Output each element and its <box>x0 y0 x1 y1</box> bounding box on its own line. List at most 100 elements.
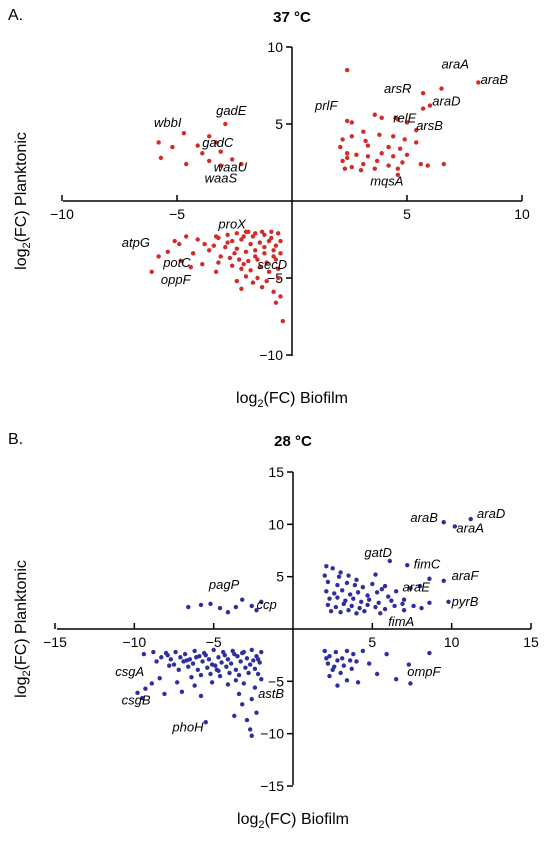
data-point <box>401 607 407 613</box>
data-point <box>246 229 251 234</box>
data-point <box>414 127 419 133</box>
data-point <box>202 241 207 247</box>
data-point <box>354 152 359 157</box>
y-tick-label: −5 <box>267 270 283 286</box>
data-point <box>222 652 227 658</box>
data-point <box>327 673 332 679</box>
data-point <box>252 666 258 671</box>
data-point <box>218 254 223 259</box>
gene-label-phoH: phoH <box>171 720 204 735</box>
data-point <box>341 601 346 607</box>
data-point <box>233 604 239 610</box>
data-point <box>172 238 177 244</box>
data-point <box>365 154 371 159</box>
data-point <box>246 670 251 676</box>
data-point <box>252 685 258 690</box>
data-point <box>346 607 351 613</box>
data-point <box>233 667 239 673</box>
data-point <box>255 671 261 677</box>
data-point <box>354 611 359 616</box>
data-point <box>324 564 329 569</box>
data-point <box>400 601 405 607</box>
data-point <box>259 229 265 234</box>
data-point <box>198 602 204 608</box>
data-point <box>333 649 339 655</box>
data-point <box>379 587 385 592</box>
data-point <box>374 590 380 595</box>
data-point <box>241 681 247 686</box>
data-point <box>357 605 362 611</box>
gene-label-waaS: waaS <box>205 171 238 186</box>
data-point <box>216 668 221 674</box>
gene-label-araA: araA <box>442 57 469 72</box>
data-point <box>234 231 239 236</box>
data-point <box>151 649 156 655</box>
data-point <box>345 67 350 73</box>
data-point <box>327 596 332 601</box>
gene-label-gatD: gatD <box>364 545 391 560</box>
data-point <box>247 727 253 732</box>
x-tick-label: −5 <box>206 634 222 650</box>
x-axis-title: log2(FC) Biofilm <box>237 811 349 831</box>
data-point <box>244 717 250 723</box>
data-point <box>468 516 473 522</box>
data-point <box>322 648 327 654</box>
data-point <box>345 151 350 156</box>
data-point <box>377 132 382 137</box>
data-point <box>154 659 159 664</box>
y-tick-label: 15 <box>268 464 284 480</box>
data-point <box>441 161 446 167</box>
data-point <box>223 245 228 250</box>
data-point <box>372 166 377 171</box>
data-point <box>217 605 223 611</box>
data-point <box>347 658 353 663</box>
data-point <box>351 651 356 657</box>
data-point <box>217 673 223 679</box>
data-point <box>264 278 269 284</box>
data-point <box>351 596 356 601</box>
data-point <box>184 658 189 663</box>
data-point <box>225 657 231 662</box>
data-point <box>269 235 274 241</box>
data-point <box>408 585 413 591</box>
data-point <box>344 580 350 586</box>
chart-title: 28 °C <box>274 433 312 450</box>
data-point <box>386 144 391 150</box>
data-point <box>335 658 340 663</box>
data-point <box>236 672 242 678</box>
data-point <box>241 261 246 267</box>
data-point <box>349 120 354 125</box>
data-point <box>241 234 246 239</box>
data-point <box>244 656 250 661</box>
gene-label-fimA: fimA <box>388 614 414 629</box>
data-point <box>273 300 279 305</box>
gene-label-astB: astB <box>258 686 284 701</box>
data-point <box>192 683 197 688</box>
data-point <box>200 261 205 267</box>
data-point <box>195 143 200 148</box>
data-point <box>243 665 248 670</box>
gene-label-csgB: csgB <box>122 692 151 707</box>
data-point <box>360 648 366 654</box>
y-tick-label: 5 <box>276 569 284 585</box>
gene-label-araF: araF <box>452 568 480 583</box>
data-point <box>218 163 223 168</box>
data-point <box>420 91 426 96</box>
data-point <box>401 597 407 602</box>
data-point <box>233 678 239 683</box>
data-point <box>249 733 254 738</box>
data-point <box>230 157 235 162</box>
x-tick-label: −10 <box>122 634 146 650</box>
data-point <box>338 144 343 150</box>
data-point <box>227 255 233 261</box>
data-point <box>339 588 345 593</box>
data-point <box>338 610 343 615</box>
data-point <box>234 278 239 284</box>
data-point <box>414 140 419 145</box>
data-point <box>255 257 260 262</box>
data-point <box>203 652 208 658</box>
data-point <box>355 590 361 595</box>
data-point <box>239 237 244 242</box>
data-point <box>227 670 232 676</box>
data-point <box>207 248 212 253</box>
